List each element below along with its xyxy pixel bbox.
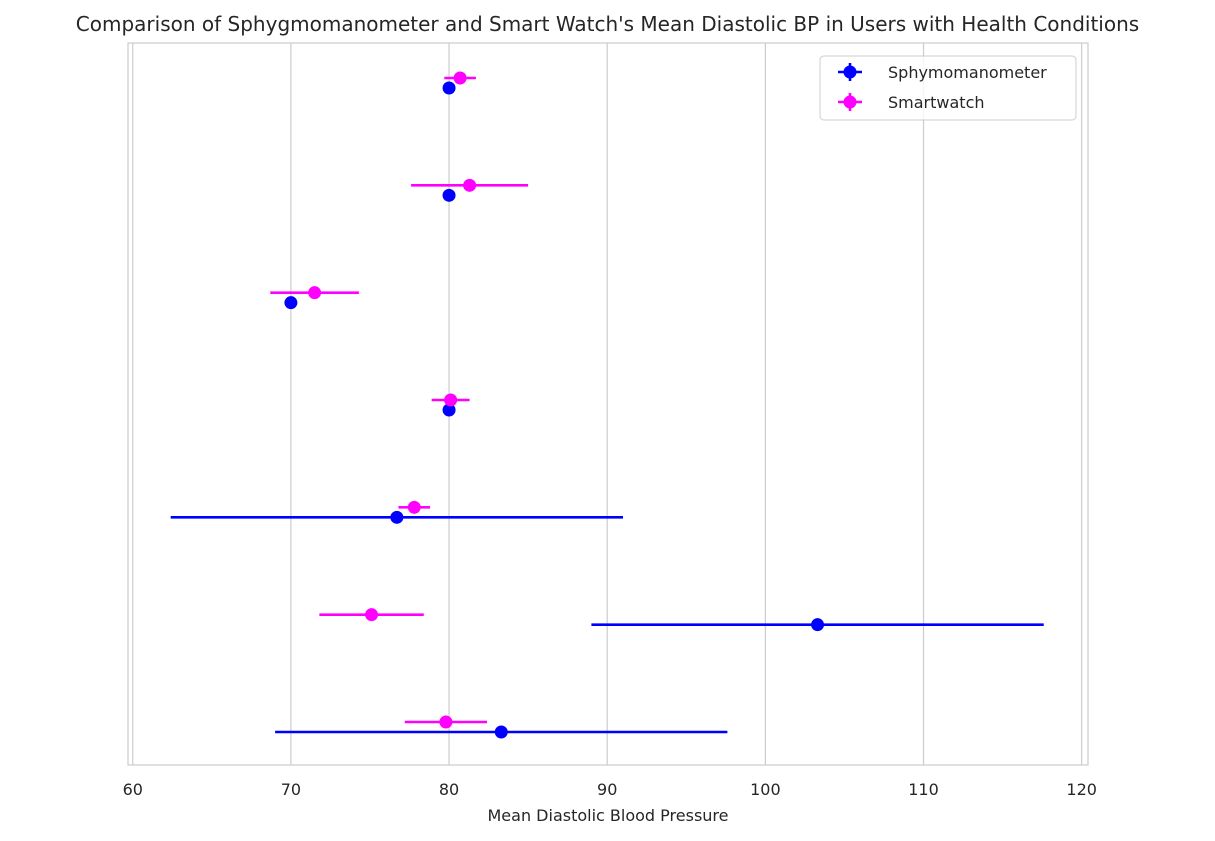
chart-title: Comparison of Sphygmomanometer and Smart… <box>75 12 1140 36</box>
x-tick-label-100: 100 <box>750 780 781 799</box>
x-tick-label-120: 120 <box>1066 780 1097 799</box>
series-2-point-4 <box>444 393 458 407</box>
axes-border <box>127 42 1089 766</box>
series-1-point-7 <box>494 725 508 739</box>
x-tick-label-90: 90 <box>597 780 617 799</box>
series-2-point-5 <box>407 500 421 514</box>
data-series <box>170 71 1044 739</box>
legend: Sphymomanometer Smartwatch <box>819 55 1077 121</box>
legend-item-2: Smartwatch <box>838 93 985 112</box>
series-1 <box>170 81 1044 739</box>
x-tick-label-70: 70 <box>281 780 301 799</box>
series-2-point-7 <box>439 715 453 729</box>
legend-swatch-marker-1 <box>843 65 857 79</box>
series-1-point-1 <box>442 81 456 95</box>
series-1-point-2 <box>442 188 456 202</box>
plot-frame <box>127 42 1089 766</box>
series-2 <box>270 71 529 729</box>
series-1-point-6 <box>811 618 825 632</box>
x-tick-labels: 60 70 80 90 100 110 120 <box>123 780 1097 799</box>
legend-item-1: Sphymomanometer <box>838 63 1047 82</box>
legend-label-1: Sphymomanometer <box>888 63 1047 82</box>
x-tick-label-80: 80 <box>439 780 459 799</box>
x-axis-label: Mean Diastolic Blood Pressure <box>488 806 729 825</box>
series-1-point-3 <box>284 296 298 310</box>
series-2-point-1 <box>453 71 467 85</box>
legend-box <box>819 55 1077 121</box>
x-tick-label-110: 110 <box>908 780 939 799</box>
series-2-point-6 <box>365 608 379 622</box>
series-2-point-3 <box>308 286 322 300</box>
legend-swatch-marker-2 <box>843 95 857 109</box>
series-1-point-5 <box>390 510 404 524</box>
plot-background <box>128 43 1088 765</box>
legend-label-2: Smartwatch <box>888 93 985 112</box>
x-tick-label-60: 60 <box>123 780 143 799</box>
series-2-point-2 <box>463 178 477 192</box>
series-1-point-4 <box>442 403 456 417</box>
